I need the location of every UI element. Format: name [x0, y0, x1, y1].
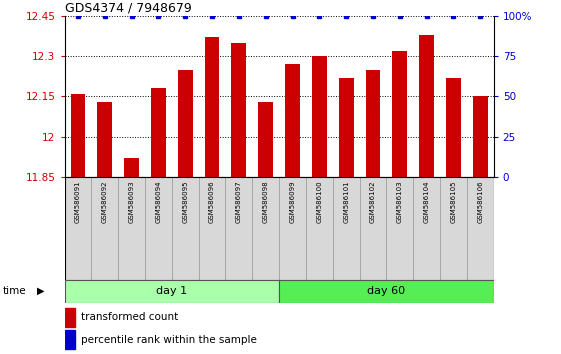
- Text: time: time: [3, 286, 26, 296]
- Text: GSM586106: GSM586106: [477, 180, 483, 223]
- Text: GSM586092: GSM586092: [102, 180, 108, 223]
- Bar: [98, 102, 112, 177]
- FancyBboxPatch shape: [65, 177, 91, 280]
- Text: GSM586097: GSM586097: [236, 180, 242, 223]
- FancyBboxPatch shape: [252, 177, 279, 280]
- Bar: [419, 35, 434, 177]
- Text: GSM586099: GSM586099: [289, 180, 296, 223]
- Bar: [393, 51, 407, 177]
- Text: GSM586098: GSM586098: [263, 180, 269, 223]
- Bar: [366, 70, 380, 177]
- Bar: [339, 78, 353, 177]
- Bar: [205, 38, 219, 177]
- Text: GSM586094: GSM586094: [155, 180, 162, 223]
- Text: GSM586105: GSM586105: [450, 180, 457, 223]
- Bar: [65, 280, 279, 303]
- FancyBboxPatch shape: [279, 177, 306, 280]
- Text: GDS4374 / 7948679: GDS4374 / 7948679: [65, 2, 191, 15]
- FancyBboxPatch shape: [360, 177, 387, 280]
- FancyBboxPatch shape: [118, 177, 145, 280]
- Bar: [124, 158, 139, 177]
- Bar: [65, 308, 75, 327]
- FancyBboxPatch shape: [333, 177, 360, 280]
- FancyBboxPatch shape: [440, 177, 467, 280]
- Bar: [446, 78, 461, 177]
- FancyBboxPatch shape: [172, 177, 199, 280]
- Text: transformed count: transformed count: [81, 312, 178, 322]
- Bar: [258, 102, 273, 177]
- FancyBboxPatch shape: [199, 177, 226, 280]
- Text: GSM586091: GSM586091: [75, 180, 81, 223]
- Text: day 1: day 1: [157, 286, 187, 296]
- Text: GSM586096: GSM586096: [209, 180, 215, 223]
- Bar: [312, 56, 327, 177]
- Text: GSM586102: GSM586102: [370, 180, 376, 223]
- Bar: [285, 64, 300, 177]
- Bar: [232, 43, 246, 177]
- Text: GSM586104: GSM586104: [424, 180, 430, 223]
- Text: GSM586101: GSM586101: [343, 180, 349, 223]
- Bar: [151, 88, 165, 177]
- FancyBboxPatch shape: [306, 177, 333, 280]
- Bar: [178, 70, 192, 177]
- Text: GSM586103: GSM586103: [397, 180, 403, 223]
- FancyBboxPatch shape: [91, 177, 118, 280]
- Text: day 60: day 60: [367, 286, 406, 296]
- FancyBboxPatch shape: [145, 177, 172, 280]
- FancyBboxPatch shape: [226, 177, 252, 280]
- Bar: [279, 280, 494, 303]
- Text: GSM586095: GSM586095: [182, 180, 188, 223]
- Bar: [71, 94, 85, 177]
- Bar: [65, 330, 75, 349]
- Text: GSM586093: GSM586093: [128, 180, 135, 223]
- Text: percentile rank within the sample: percentile rank within the sample: [81, 335, 257, 345]
- FancyBboxPatch shape: [467, 177, 494, 280]
- FancyBboxPatch shape: [413, 177, 440, 280]
- Text: GSM586100: GSM586100: [316, 180, 323, 223]
- FancyBboxPatch shape: [387, 177, 413, 280]
- Bar: [473, 97, 488, 177]
- Text: ▶: ▶: [36, 286, 44, 296]
